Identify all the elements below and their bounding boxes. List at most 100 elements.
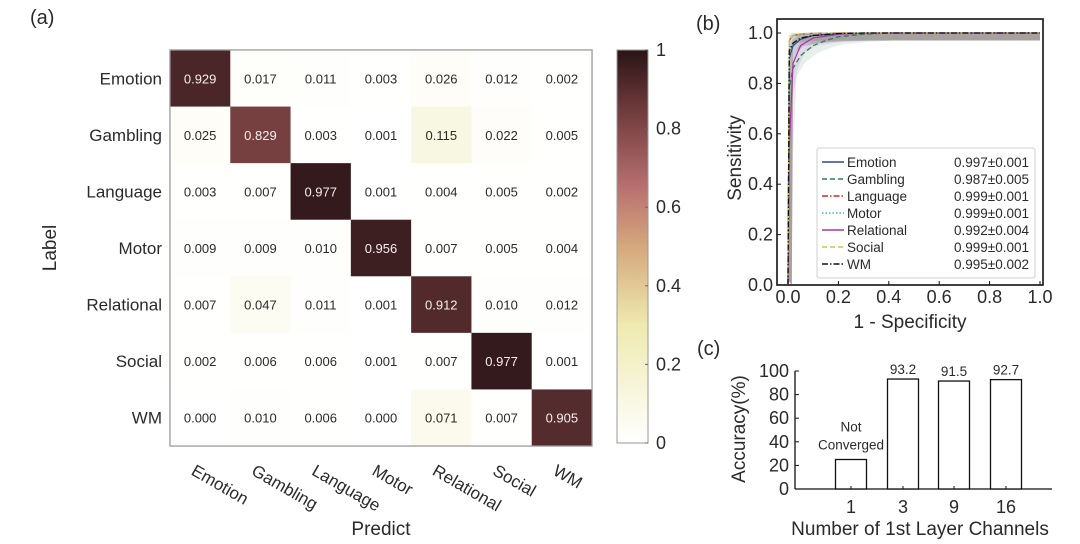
heatmap-cell	[471, 219, 533, 277]
roc-ytick-label: 0.8	[748, 73, 773, 93]
roc-chart: 0.00.0 0.2 0.2 0.4 0.4 0.6 0.6 0.8 0.8 1.0 1.0 Emot…	[748, 18, 1053, 307]
bar-data-label: 93.2	[890, 362, 916, 377]
heatmap-cell	[411, 163, 472, 221]
heatmap-cell	[230, 219, 292, 277]
heatmap-cell-value: 0.007	[425, 241, 458, 256]
heatmap-cell	[531, 219, 593, 277]
heatmap-cell-value: 0.956	[365, 241, 398, 256]
bar	[834, 458, 868, 490]
heatmap-cell-value: 0.007	[485, 411, 518, 426]
roc-xtick-label: 0.4	[876, 287, 901, 307]
heatmap-cell	[290, 219, 352, 277]
heatmap-cell-value: 0.009	[244, 241, 277, 256]
heatmap-cell	[230, 389, 292, 447]
heatmap-cell	[230, 332, 292, 390]
bar-ylabel: Accuracy(%)	[729, 375, 750, 483]
legend-label: Emotion	[847, 155, 897, 170]
heatmap-cell-value: 0.000	[365, 411, 398, 426]
heatmap-cell	[350, 332, 412, 390]
heatmap-cell	[350, 163, 412, 221]
col-label: WM	[550, 461, 586, 493]
heatmap-cell	[411, 389, 472, 447]
heatmap-cell-value: 0.005	[485, 241, 518, 256]
colorbar-tick-label: 0.2	[656, 354, 681, 374]
panel-label-b: (b)	[696, 13, 720, 35]
heatmap-cell	[411, 106, 472, 164]
bar-xlabel: Number of 1st Layer Channels	[791, 519, 1049, 540]
colorbar-tick-label: 0.6	[656, 197, 681, 217]
heatmap-cell	[531, 163, 593, 221]
heatmap-cell-value: 0.009	[184, 241, 217, 256]
heatmap-cell	[170, 106, 231, 164]
heatmap-cell	[411, 50, 472, 108]
legend-label: Motor	[847, 206, 882, 221]
heatmap-cell-value: 0.006	[304, 354, 337, 369]
heatmap-cell	[350, 219, 412, 277]
heatmap-cell-value: 0.001	[365, 354, 398, 369]
heatmap-cell-value: 0.905	[546, 411, 579, 426]
confusion-matrix: 0.929 0.017 0.011 0.003 0.026 0.012 0.002 0.025…	[86, 49, 593, 515]
bar-ytick-label: 100	[759, 361, 789, 381]
roc-ytick-label: 0.6	[748, 124, 773, 144]
bar-data-label: 91.5	[941, 364, 967, 379]
heatmap-cell-value: 0.011	[305, 298, 337, 313]
heatmap-cell	[290, 332, 352, 390]
col-label: Relational	[429, 461, 504, 515]
heatmap-cell	[471, 332, 533, 390]
row-label: Emotion	[100, 69, 162, 88]
roc-xtick-label: 0.8	[977, 287, 1002, 307]
heatmap-cell-value: 0.010	[244, 411, 277, 426]
row-label: Language	[86, 182, 162, 201]
heatmap-cell-value: 0.977	[485, 354, 518, 369]
roc-legend	[816, 147, 1036, 279]
bar-data-label: Converged	[818, 438, 884, 453]
heatmap-cell	[471, 163, 533, 221]
heatmap-cell	[531, 50, 593, 108]
legend-auc: 0.997±0.001	[954, 155, 1029, 170]
heatmap-cell-value: 0.011	[305, 71, 337, 86]
heatmap-cell	[170, 219, 231, 277]
heatmap-cell-value: 0.022	[485, 128, 518, 143]
heatmap-cell-value: 0.010	[304, 241, 337, 256]
heatmap-cell	[230, 163, 292, 221]
bar-xtick-label: 9	[949, 497, 959, 517]
roc-ylabel: Sensitivity	[725, 115, 746, 201]
roc-ytick-label: 0.0	[748, 275, 773, 295]
heatmap-cell	[290, 163, 352, 221]
bar-data-label: 92.7	[993, 363, 1019, 378]
heatmap-cell-value: 0.017	[244, 71, 277, 86]
heatmap-cell-value: 0.071	[425, 411, 458, 426]
heatmap-cell-value: 0.005	[485, 184, 518, 199]
heatmap-cell-value: 0.929	[184, 71, 217, 86]
heatmap-cell	[350, 276, 412, 334]
heatmap-cell-value: 0.002	[546, 184, 579, 199]
roc-ytick-label: 1.0	[748, 23, 773, 43]
heatmap-cell-value: 0.007	[425, 354, 458, 369]
heatmap-cell-value: 0.047	[244, 298, 277, 313]
legend-auc: 0.999±0.001	[954, 206, 1029, 221]
colorbar-gradient	[616, 49, 649, 444]
legend-label: Social	[847, 240, 884, 255]
heatmap-cell	[230, 50, 292, 108]
heatmap-cell	[471, 106, 533, 164]
heatmap-cell-value: 0.025	[184, 128, 217, 143]
heatmap-cell-value: 0.005	[546, 128, 579, 143]
heatmap-cell	[290, 50, 352, 108]
row-label: WM	[132, 409, 162, 428]
heatmap-cell-value: 0.004	[425, 184, 458, 199]
heatmap-cell-value: 0.007	[184, 298, 217, 313]
heatmap-cell	[290, 106, 352, 164]
heatmap-cell	[290, 389, 352, 447]
bar	[937, 380, 971, 490]
legend-auc: 0.999±0.001	[954, 189, 1029, 204]
heatmap-cell-value: 0.115	[425, 128, 457, 143]
heatmap-cell	[531, 106, 593, 164]
row-label: Relational	[86, 296, 162, 315]
panel-label-c: (c)	[697, 338, 720, 360]
heatmap-cell	[531, 332, 593, 390]
colorbar-tick-label: 0.4	[656, 276, 681, 296]
heatmap-cell-value: 0.026	[425, 71, 458, 86]
heatmap-cell-value: 0.001	[365, 184, 398, 199]
bar	[989, 378, 1023, 490]
